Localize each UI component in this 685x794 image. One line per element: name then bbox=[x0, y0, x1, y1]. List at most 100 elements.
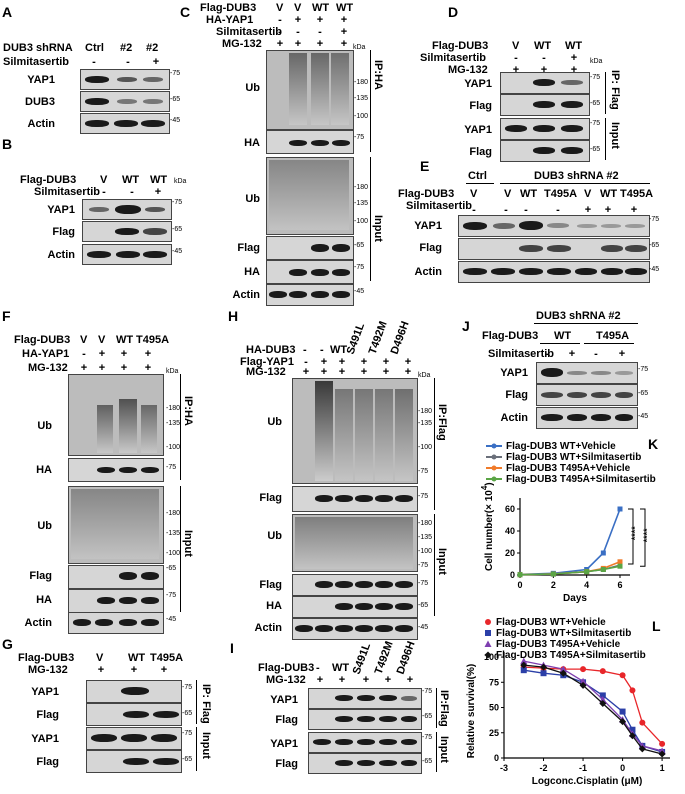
c-kda: -135 bbox=[354, 200, 369, 207]
f-kda: -180 bbox=[166, 405, 181, 412]
data-point bbox=[580, 666, 587, 673]
a-col-3: #2 bbox=[146, 42, 159, 54]
f-ha-label: HA-YAP1 bbox=[22, 348, 70, 360]
blot-strip bbox=[82, 244, 172, 265]
b-row-flag: Flag bbox=[52, 226, 75, 238]
f-kda: -100 bbox=[166, 550, 181, 557]
x-tick-label: 2 bbox=[551, 580, 556, 590]
bracket-line bbox=[605, 72, 606, 114]
c-kda: -65 bbox=[354, 242, 365, 249]
blot-strip bbox=[68, 486, 164, 564]
d-col: V bbox=[512, 40, 520, 52]
data-point bbox=[617, 563, 623, 569]
g-input-label: Input bbox=[200, 732, 212, 759]
h-row: Actin bbox=[254, 622, 283, 634]
h-col-rot: T492M bbox=[366, 319, 390, 356]
a-kda-65: -65 bbox=[170, 96, 181, 103]
data-point bbox=[600, 567, 606, 572]
c-kda: -45 bbox=[354, 288, 365, 295]
f-ip-label: IP:HA bbox=[182, 396, 194, 426]
h-kda: -75 bbox=[418, 580, 429, 587]
f-kda: -180 bbox=[166, 510, 181, 517]
x-tick-label: 4 bbox=[584, 580, 589, 590]
f-col: V bbox=[80, 334, 88, 346]
series-line bbox=[523, 669, 663, 753]
d-mg-sign: + bbox=[570, 64, 578, 76]
e-silm-sign: - bbox=[504, 204, 508, 216]
h-col: WT bbox=[330, 344, 348, 356]
x-tick-label: -2 bbox=[540, 763, 548, 773]
g-flag-label: Flag-DUB3 bbox=[18, 652, 75, 664]
panel-label-i: I bbox=[230, 640, 234, 656]
h-kda: -100 bbox=[418, 548, 433, 555]
bracket-line bbox=[434, 378, 435, 510]
e-kda: -75 bbox=[649, 216, 660, 223]
e-row: Flag bbox=[419, 242, 442, 254]
panel-label-d: D bbox=[448, 4, 459, 20]
b-row-yap1: YAP1 bbox=[47, 204, 75, 216]
i-input-label: Input bbox=[438, 736, 450, 763]
j-kda: -45 bbox=[638, 413, 649, 420]
y-tick-label: 20 bbox=[505, 548, 515, 558]
j-silm-sign: + bbox=[568, 348, 576, 360]
f-ha-sign: - bbox=[82, 348, 86, 360]
panel-label-c: C bbox=[180, 4, 191, 20]
e-row: Actin bbox=[414, 266, 443, 278]
data-point bbox=[559, 669, 567, 677]
data-point bbox=[484, 640, 492, 647]
c-kda: -75 bbox=[354, 134, 365, 141]
legend-label: Flag-DUB3 WT+Silmitasertib bbox=[506, 452, 641, 463]
c-kda: -180 bbox=[354, 184, 369, 191]
bracket-line bbox=[196, 680, 197, 724]
e-col: T495A bbox=[544, 188, 578, 200]
f-kda: -135 bbox=[166, 420, 181, 427]
data-point bbox=[520, 667, 527, 674]
data-point bbox=[638, 745, 646, 753]
h-kda: -45 bbox=[418, 624, 429, 631]
bracket-line bbox=[436, 688, 437, 728]
j-row: YAP1 bbox=[500, 367, 528, 379]
j-kda: -65 bbox=[638, 390, 649, 397]
f-col: WT bbox=[116, 334, 134, 346]
c-mg-label: MG-132 bbox=[222, 38, 262, 50]
f-kda: -45 bbox=[166, 616, 177, 623]
c-col: V bbox=[294, 2, 302, 14]
underline bbox=[466, 183, 494, 184]
data-point bbox=[484, 651, 492, 659]
e-col: V bbox=[584, 188, 592, 200]
x-tick-label: -3 bbox=[500, 763, 508, 773]
h-mg-sign: + bbox=[404, 366, 412, 378]
blot-strip bbox=[536, 384, 638, 406]
f-kda: -75 bbox=[166, 464, 177, 471]
h-flag-sign: + bbox=[320, 356, 328, 368]
f-ha-sign: + bbox=[120, 348, 128, 360]
panel-label-j: J bbox=[462, 318, 470, 334]
g-col: T495A bbox=[150, 652, 184, 664]
a-silm-sign: - bbox=[92, 56, 96, 68]
y-axis-label: Cell number(× 104) bbox=[480, 482, 495, 571]
blot-strip bbox=[68, 374, 164, 456]
i-mg-sign: + bbox=[406, 674, 414, 686]
e-col: V bbox=[504, 188, 512, 200]
data-point bbox=[628, 732, 636, 740]
series-line bbox=[523, 666, 663, 745]
panel-label-h: H bbox=[228, 308, 239, 324]
c-row-ha: HA bbox=[244, 137, 260, 149]
d-silm-sign: + bbox=[570, 52, 578, 64]
c-ha-label: HA-YAP1 bbox=[206, 14, 254, 26]
blot-strip bbox=[80, 91, 170, 112]
blot-strip bbox=[308, 732, 422, 753]
c-row-ub: Ub bbox=[245, 82, 260, 94]
blot-strip bbox=[86, 727, 182, 750]
f-kda: -65 bbox=[166, 565, 177, 572]
c-col: WT bbox=[312, 2, 330, 14]
d-row: YAP1 bbox=[464, 78, 492, 90]
data-point bbox=[485, 619, 491, 625]
underline bbox=[584, 343, 634, 344]
f-mg-label: MG-132 bbox=[28, 362, 68, 374]
g-mg-sign: + bbox=[160, 664, 168, 676]
e-kda: -65 bbox=[649, 242, 660, 249]
e-silm-label: Silmitasertib bbox=[406, 200, 473, 212]
blot-strip bbox=[500, 72, 590, 94]
i-row: YAP1 bbox=[270, 738, 298, 750]
